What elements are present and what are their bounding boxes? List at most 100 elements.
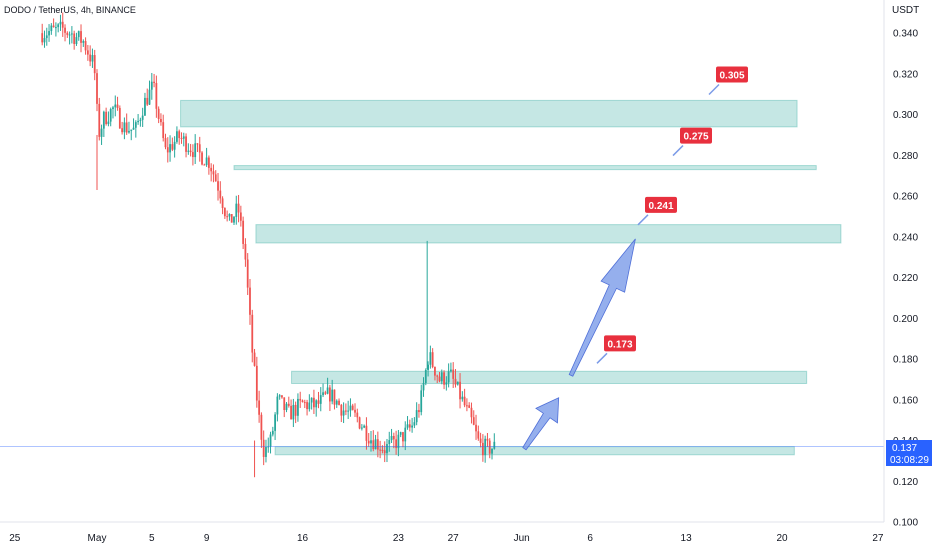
current-price-value: 0.137 bbox=[892, 443, 917, 454]
x-tick-label: 25 bbox=[9, 533, 21, 544]
arrows-layer bbox=[522, 238, 636, 451]
candle bbox=[75, 32, 78, 46]
price-callout-0.275: 0.275 bbox=[672, 127, 712, 157]
candle bbox=[491, 448, 493, 460]
candle bbox=[479, 432, 482, 448]
candle bbox=[187, 143, 190, 155]
candle bbox=[344, 403, 347, 416]
y-tick-label: 0.160 bbox=[893, 395, 918, 406]
candle bbox=[148, 80, 151, 106]
candle bbox=[310, 397, 313, 410]
candle bbox=[329, 384, 331, 412]
candle bbox=[470, 402, 473, 424]
candle bbox=[169, 135, 171, 162]
candle bbox=[429, 345, 432, 369]
candle bbox=[351, 403, 354, 411]
candle bbox=[463, 388, 466, 408]
candle bbox=[395, 430, 398, 455]
candle bbox=[452, 362, 455, 388]
candle bbox=[212, 164, 215, 183]
candle bbox=[130, 129, 133, 141]
candle bbox=[420, 384, 423, 416]
candle bbox=[379, 440, 382, 459]
candle bbox=[287, 396, 290, 408]
candle bbox=[239, 205, 242, 227]
price-callout-0.173: 0.173 bbox=[596, 335, 636, 364]
candle bbox=[196, 143, 199, 153]
zones-layer bbox=[180, 99, 842, 456]
candle bbox=[93, 49, 96, 81]
y-tick-label: 0.220 bbox=[893, 273, 918, 284]
candle bbox=[434, 366, 436, 381]
y-tick-label: 0.260 bbox=[893, 192, 918, 203]
candle bbox=[308, 394, 311, 412]
callout-label: 0.305 bbox=[719, 70, 744, 81]
candle bbox=[237, 194, 240, 223]
candle bbox=[392, 432, 395, 449]
x-tick-label: Jun bbox=[514, 533, 530, 544]
candle bbox=[450, 362, 452, 373]
candle bbox=[390, 428, 393, 444]
candle bbox=[294, 401, 297, 424]
candle bbox=[194, 134, 197, 164]
x-tick-label: May bbox=[88, 533, 107, 544]
candle bbox=[203, 163, 206, 166]
candle bbox=[356, 408, 359, 423]
currency-label: USDT bbox=[892, 5, 919, 16]
candle bbox=[102, 110, 105, 137]
candle bbox=[173, 136, 176, 158]
candle bbox=[57, 23, 60, 33]
candle bbox=[246, 253, 249, 296]
candle bbox=[112, 105, 114, 119]
candle bbox=[70, 26, 73, 44]
candle bbox=[402, 431, 404, 448]
candle bbox=[472, 410, 475, 426]
candle bbox=[303, 399, 306, 409]
x-tick-label: 23 bbox=[393, 533, 405, 544]
candle bbox=[128, 121, 130, 134]
candle bbox=[50, 23, 53, 35]
candle bbox=[233, 215, 235, 225]
candle bbox=[313, 389, 315, 414]
candle bbox=[118, 105, 121, 129]
candle bbox=[326, 377, 329, 395]
candle bbox=[301, 399, 304, 403]
candle bbox=[399, 431, 402, 438]
candle bbox=[164, 133, 167, 150]
candle bbox=[48, 24, 50, 42]
candle bbox=[253, 348, 256, 367]
candle bbox=[66, 31, 69, 38]
candle bbox=[340, 403, 343, 423]
candle bbox=[68, 31, 71, 45]
candle bbox=[317, 391, 320, 409]
candle bbox=[408, 419, 411, 432]
candle bbox=[91, 48, 94, 68]
candle bbox=[189, 143, 192, 157]
candle bbox=[176, 126, 178, 144]
candle bbox=[89, 45, 92, 67]
candle bbox=[82, 39, 85, 47]
y-tick-label: 0.300 bbox=[893, 110, 918, 121]
candle bbox=[255, 356, 258, 408]
x-tick-label: 13 bbox=[681, 533, 693, 544]
x-tick-label: 27 bbox=[872, 533, 884, 544]
candle bbox=[383, 441, 386, 463]
candle bbox=[274, 412, 276, 441]
candle bbox=[153, 73, 155, 88]
zone-2 bbox=[233, 165, 817, 171]
candle bbox=[367, 433, 370, 447]
x-tick-label: 6 bbox=[587, 533, 593, 544]
candle bbox=[144, 92, 146, 116]
candle bbox=[116, 96, 119, 111]
candle bbox=[214, 170, 217, 182]
candle bbox=[292, 398, 295, 428]
candle bbox=[436, 374, 439, 384]
candle bbox=[265, 439, 267, 463]
candle bbox=[335, 399, 338, 408]
candle bbox=[107, 111, 110, 127]
candle bbox=[475, 414, 477, 440]
x-tick-label: 9 bbox=[204, 533, 210, 544]
candle bbox=[55, 22, 57, 37]
